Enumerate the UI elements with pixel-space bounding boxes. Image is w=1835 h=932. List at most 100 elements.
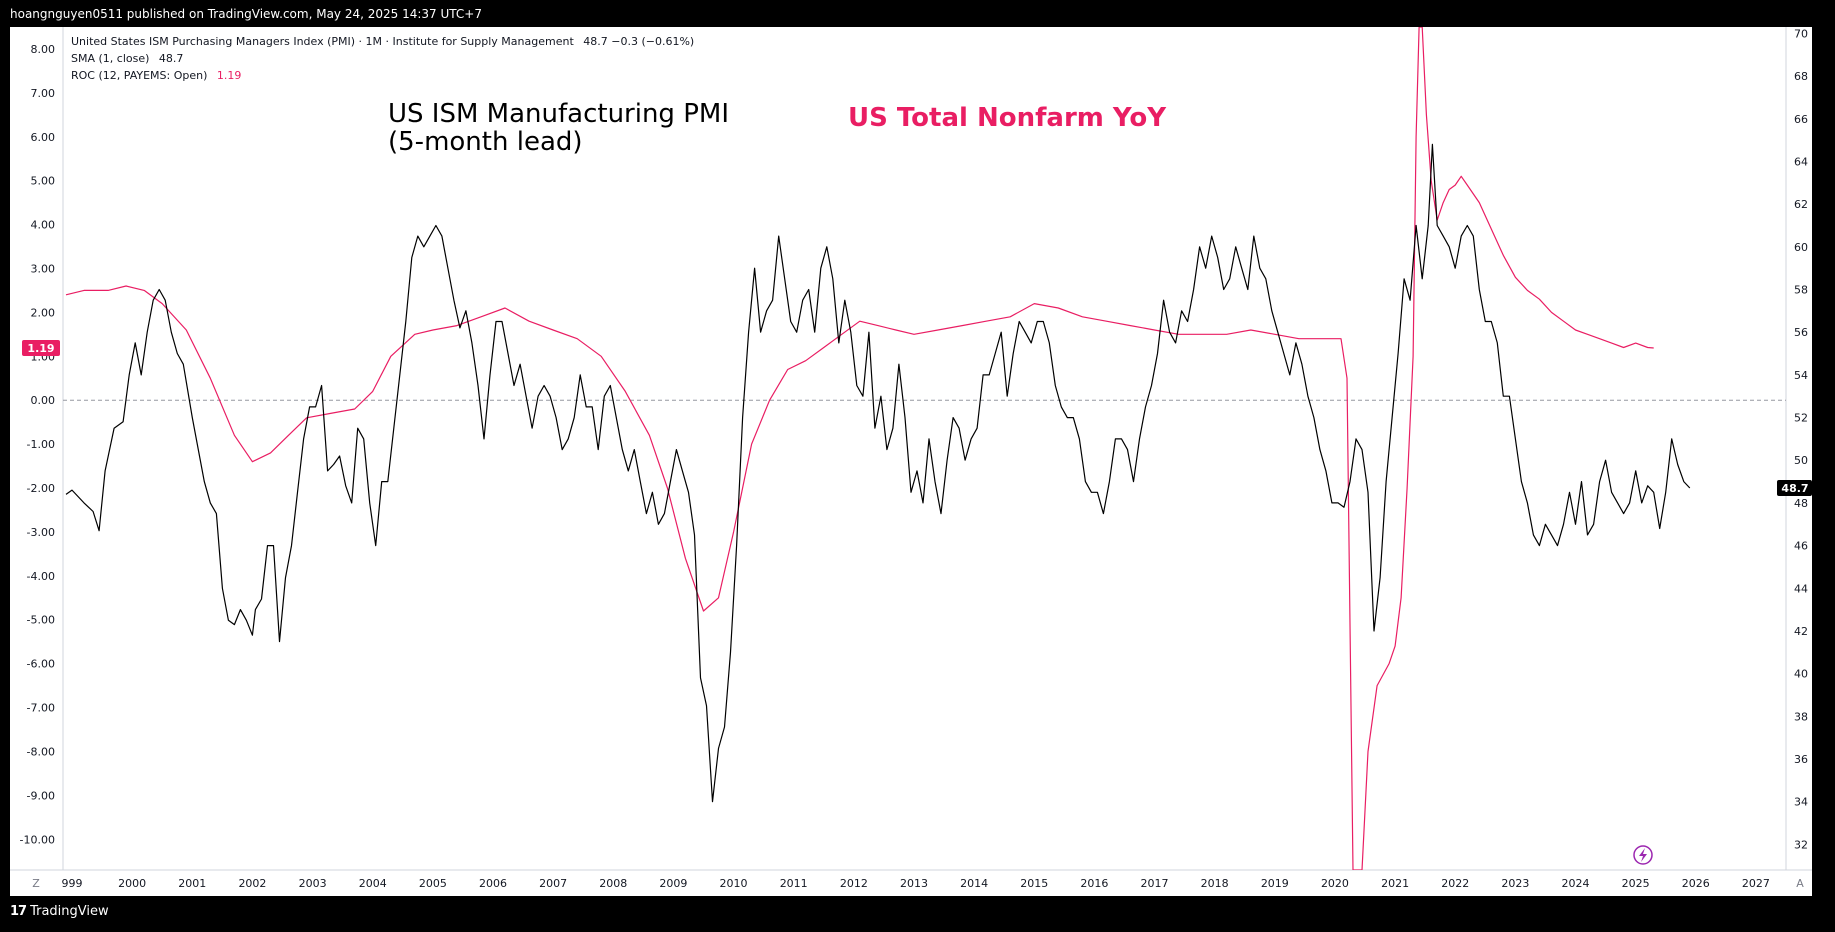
- right-axis-tick-label: 60: [1794, 241, 1808, 254]
- time-axis-tick-label: 2015: [1020, 877, 1048, 890]
- publisher-header: hoangnguyen0511 published on TradingView…: [10, 7, 482, 21]
- svg-text:United States ISM Purchasing M: United States ISM Purchasing Managers In…: [71, 35, 694, 48]
- right-axis-tick-label: 68: [1794, 70, 1808, 83]
- lightning-icon[interactable]: [1633, 845, 1653, 865]
- time-axis-tick-label: 2003: [299, 877, 327, 890]
- time-axis-tick-label: 2004: [359, 877, 387, 890]
- right-axis-tick-label: 58: [1794, 284, 1808, 297]
- left-axis-tick-label: 6.00: [31, 131, 56, 144]
- right-axis-tick-label: 56: [1794, 326, 1808, 339]
- time-axis-tick-label: 2017: [1141, 877, 1169, 890]
- time-axis-tick-label: 2008: [599, 877, 627, 890]
- left-axis-tick-label: -8.00: [27, 745, 55, 758]
- left-axis-tick-label: -6.00: [27, 658, 55, 671]
- right-axis-tick-label: 34: [1794, 796, 1808, 809]
- timezone-toggle-button[interactable]: Z: [32, 877, 40, 890]
- time-axis-tick-label: 2000: [118, 877, 146, 890]
- left-axis-tick-label: -5.00: [27, 614, 55, 627]
- left-axis-tick-label: -2.00: [27, 482, 55, 495]
- time-axis-tick-label: 2021: [1381, 877, 1409, 890]
- left-value-badge-text: 1.19: [27, 342, 54, 355]
- left-value-badge: 1.19: [22, 339, 60, 356]
- nfp-title: US Total Nonfarm YoY: [848, 103, 1167, 133]
- left-axis-tick-label: 0.00: [31, 394, 56, 407]
- right-axis-tick-label: 44: [1794, 582, 1808, 595]
- right-axis-tick-label: 48: [1794, 497, 1808, 510]
- time-axis-tick-label: 2025: [1622, 877, 1650, 890]
- footer-brand-name: TradingView: [30, 904, 109, 919]
- right-axis-tick-label: 54: [1794, 369, 1808, 382]
- right-axis-tick-label: 70: [1794, 27, 1808, 40]
- right-axis-tick-label: 64: [1794, 155, 1808, 168]
- right-value-badge: 48.7: [1777, 479, 1812, 496]
- right-axis-tick-label: 50: [1794, 454, 1808, 467]
- time-axis[interactable]: 999 2000 2001 2002 2003 2004 2005 2006 2007 2008 2…: [62, 877, 1770, 890]
- time-axis-tick-label: 2006: [479, 877, 507, 890]
- pmi-title-line1: US ISM Manufacturing PMI: [388, 99, 729, 129]
- time-axis-tick-label: 2023: [1501, 877, 1529, 890]
- footer-brand[interactable]: 17 TradingView: [10, 904, 109, 919]
- legend-line3-label[interactable]: ROC (12, PAYEMS: Open): [71, 69, 207, 82]
- time-axis-tick-label: 2011: [780, 877, 808, 890]
- right-axis-tick-label: 42: [1794, 625, 1808, 638]
- left-value-badge-bg: [22, 339, 60, 356]
- legend[interactable]: United States ISM Purchasing Managers In…: [71, 35, 694, 82]
- time-axis-tick-label: 2014: [960, 877, 988, 890]
- time-axis-tick-label: 2018: [1201, 877, 1229, 890]
- time-axis-tick-label: 2009: [659, 877, 687, 890]
- left-axis-tick-label: 8.00: [31, 43, 56, 56]
- right-axis-tick-label: 66: [1794, 113, 1808, 126]
- time-axis-tick-label: 2016: [1080, 877, 1108, 890]
- left-axis-tick-label: -3.00: [27, 526, 55, 539]
- time-axis-tick-label: 2027: [1742, 877, 1770, 890]
- right-axis-tick-label: 46: [1794, 540, 1808, 553]
- time-axis-tick-label: 2013: [900, 877, 928, 890]
- chart-svg[interactable]: 8.007.006.005.004.003.002.001.000.00-1.0…: [10, 27, 1812, 896]
- legend-line2-value: 48.7: [159, 52, 184, 65]
- left-axis-tick-label: -1.00: [27, 438, 55, 451]
- time-axis-tick-label: 2012: [840, 877, 868, 890]
- right-axis-tick-label: 32: [1794, 838, 1808, 851]
- right-axis-tick-label: 52: [1794, 412, 1808, 425]
- left-axis-tick-label: -4.00: [27, 570, 55, 583]
- chart-panel[interactable]: 8.00 7.00 6.00 5.00 4.00 3.00 2.00 1.00 0.00 -1.0…: [10, 27, 1812, 896]
- left-axis-tick-label: 4.00: [31, 219, 56, 232]
- legend-line3-value: 1.19: [217, 69, 242, 82]
- time-axis-tick-label: 2022: [1441, 877, 1469, 890]
- left-axis-tick-label: 2.00: [31, 306, 56, 319]
- left-axis-tick-label: -9.00: [27, 789, 55, 802]
- time-axis-tick-label: 2007: [539, 877, 567, 890]
- nonfarm-series-line[interactable]: [65, 27, 1654, 870]
- series-layer: [65, 27, 1691, 870]
- time-axis-tick-label: 2026: [1682, 877, 1710, 890]
- time-axis-tick-label: 999: [62, 877, 83, 890]
- left-axis-tick-label: 5.00: [31, 175, 56, 188]
- left-axis[interactable]: 8.007.006.005.004.003.002.001.000.00-1.0…: [20, 43, 55, 846]
- legend-line1-value: 48.7 −0.3 (−0.61%): [583, 35, 694, 48]
- time-axis-tick-label: 2020: [1321, 877, 1349, 890]
- svg-text:SMA (1, close) 48.7: SMA (1, close) 48.7: [71, 52, 183, 65]
- time-axis-tick-label: 2024: [1562, 877, 1590, 890]
- time-axis-tick-label: 2001: [178, 877, 206, 890]
- legend-line2-label[interactable]: SMA (1, close): [71, 52, 149, 65]
- legend-line1-label[interactable]: United States ISM Purchasing Managers In…: [71, 35, 574, 48]
- right-axis-tick-label: 62: [1794, 198, 1808, 211]
- left-axis-tick-label: 7.00: [31, 87, 56, 100]
- time-axis-tick-label: 2002: [238, 877, 266, 890]
- pmi-series-line[interactable]: [65, 143, 1691, 803]
- plot-area[interactable]: [63, 27, 1786, 870]
- pmi-title-line2: (5-month lead): [388, 127, 583, 157]
- svg-text:ROC (12, PAYEMS: Open): ROC (12, PAYEMS: Open) 1.19: [71, 69, 241, 82]
- left-axis-tick-label: -10.00: [20, 833, 55, 846]
- right-value-badge-text: 48.7: [1781, 482, 1808, 495]
- left-axis-tick-label: 3.00: [31, 262, 56, 275]
- time-axis-tick-label: 2010: [720, 877, 748, 890]
- time-axis-tick-label: 2019: [1261, 877, 1289, 890]
- auto-scale-button[interactable]: A: [1796, 877, 1804, 890]
- right-axis-tick-label: 38: [1794, 710, 1808, 723]
- right-value-badge-bg: [1777, 479, 1812, 496]
- right-axis[interactable]: 70 68 66 64 62 60 58 56 54 52 50 48 46 44 42 40 38 36 34 32: [1794, 27, 1808, 851]
- left-axis-tick-label: -7.00: [27, 702, 55, 715]
- right-axis-tick-label: 36: [1794, 753, 1808, 766]
- right-axis-tick-label: 40: [1794, 668, 1808, 681]
